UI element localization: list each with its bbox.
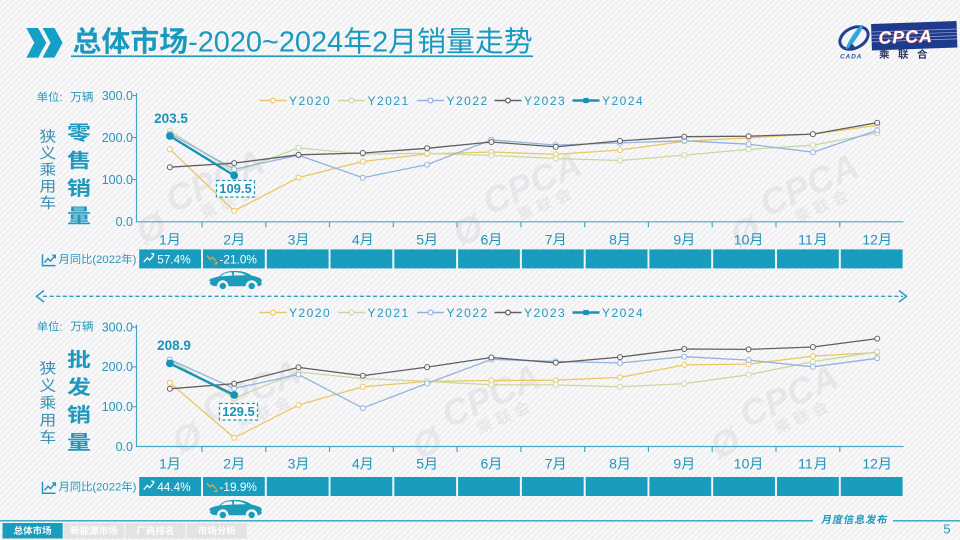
- svg-text:5: 5: [416, 456, 424, 472]
- svg-text:Y2023: Y2023: [524, 306, 566, 320]
- svg-text:1: 1: [159, 456, 167, 472]
- svg-text:8: 8: [609, 231, 617, 247]
- svg-text:300.0: 300.0: [102, 320, 133, 334]
- svg-text:5: 5: [943, 522, 950, 537]
- svg-text:Y2021: Y2021: [368, 306, 410, 320]
- svg-text:-19.9%: -19.9%: [220, 480, 258, 494]
- svg-text:Y2024: Y2024: [602, 94, 644, 108]
- svg-text:2: 2: [372, 27, 388, 59]
- svg-text:10: 10: [734, 456, 750, 472]
- svg-text:100.0: 100.0: [102, 173, 133, 187]
- svg-text:0.0: 0.0: [116, 440, 133, 454]
- svg-text:12: 12: [862, 456, 878, 472]
- svg-text:44.4%: 44.4%: [157, 480, 191, 494]
- svg-text::: :: [59, 322, 62, 334]
- svg-text:Y2022: Y2022: [447, 94, 489, 108]
- svg-text:2: 2: [223, 231, 231, 247]
- svg-text:203.5: 203.5: [154, 111, 188, 126]
- svg-text::: :: [59, 92, 62, 104]
- svg-text:3: 3: [288, 456, 296, 472]
- svg-text:CPCA: CPCA: [878, 26, 933, 48]
- svg-text:7: 7: [545, 456, 553, 472]
- svg-text:129.5: 129.5: [222, 404, 255, 419]
- svg-text:300.0: 300.0: [102, 89, 133, 103]
- svg-text:6: 6: [481, 231, 489, 247]
- svg-text:6: 6: [481, 456, 489, 472]
- svg-text:Y2022: Y2022: [447, 306, 489, 320]
- svg-text:Y2020: Y2020: [289, 94, 331, 108]
- svg-text:208.9: 208.9: [157, 338, 191, 353]
- svg-text:1: 1: [159, 231, 167, 247]
- svg-text:CADA: CADA: [840, 54, 862, 61]
- svg-text:109.5: 109.5: [219, 181, 252, 196]
- svg-text:5: 5: [416, 231, 424, 247]
- svg-text:4: 4: [352, 456, 360, 472]
- svg-text:10: 10: [734, 231, 750, 247]
- svg-text:8: 8: [609, 456, 617, 472]
- svg-text:Y2021: Y2021: [368, 94, 410, 108]
- svg-text:100.0: 100.0: [102, 400, 133, 414]
- svg-text:Y2020: Y2020: [289, 306, 331, 320]
- svg-text:7: 7: [545, 231, 553, 247]
- svg-text:0.0: 0.0: [116, 215, 133, 229]
- svg-text:57.4%: 57.4%: [157, 252, 191, 266]
- svg-text:2: 2: [223, 456, 231, 472]
- svg-text:11: 11: [798, 456, 813, 472]
- svg-text:-21.0%: -21.0%: [220, 252, 258, 266]
- svg-text:Y2024: Y2024: [602, 306, 644, 320]
- svg-text:Y2023: Y2023: [524, 94, 566, 108]
- svg-text:9: 9: [673, 231, 681, 247]
- svg-text:200.0: 200.0: [102, 131, 133, 145]
- svg-text:4: 4: [352, 231, 360, 247]
- svg-text:-2020~2024: -2020~2024: [188, 27, 343, 59]
- svg-text:11: 11: [798, 231, 813, 247]
- svg-text:3: 3: [288, 231, 296, 247]
- svg-text:(2022: (2022: [92, 482, 121, 494]
- svg-text:12: 12: [862, 231, 878, 247]
- svg-text:): ): [133, 482, 137, 494]
- svg-text:(2022: (2022: [92, 254, 121, 266]
- svg-text:9: 9: [673, 456, 681, 472]
- svg-text:200.0: 200.0: [102, 360, 133, 374]
- svg-text:): ): [133, 254, 137, 266]
